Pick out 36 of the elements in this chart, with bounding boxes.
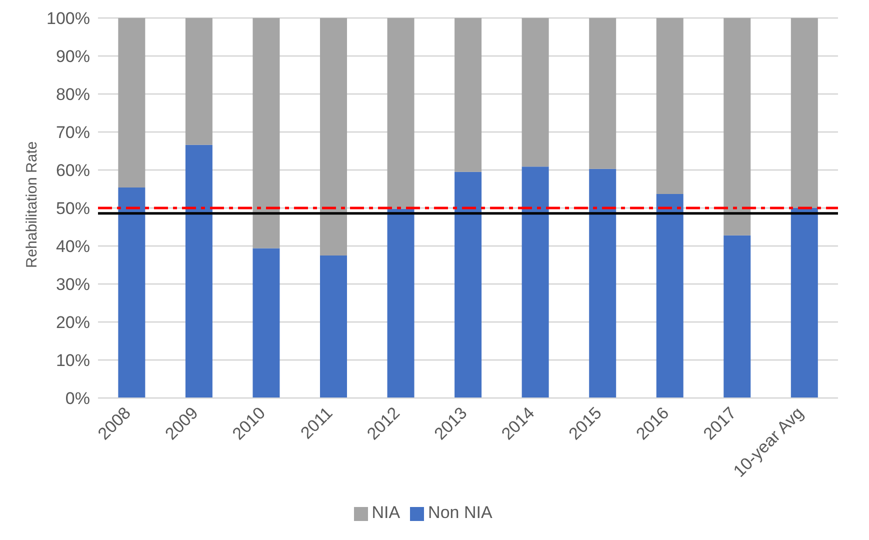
bar — [118, 187, 146, 398]
y-tick-label: 100% — [46, 9, 90, 28]
bar — [522, 166, 549, 398]
y-tick-label: 40% — [56, 237, 90, 256]
y-tick-label: 80% — [56, 85, 90, 104]
bar — [589, 18, 616, 169]
bar — [387, 18, 414, 209]
bar — [185, 18, 212, 145]
bar — [724, 235, 751, 398]
bar — [454, 172, 482, 398]
y-axis-title: Rehabilitation Rate — [23, 141, 40, 268]
y-tick-label: 0% — [65, 389, 90, 408]
bar — [185, 144, 212, 398]
y-tick-label: 10% — [56, 351, 90, 370]
bar — [118, 18, 146, 188]
legend-label: NIA — [372, 503, 400, 522]
y-tick-label: 50% — [56, 199, 90, 218]
bar — [320, 18, 347, 256]
bar — [790, 18, 818, 208]
bar — [252, 18, 280, 248]
bar — [387, 208, 414, 398]
bar — [656, 194, 684, 398]
bar — [724, 18, 751, 236]
y-tick-label: 70% — [56, 123, 90, 142]
y-tick-label: 20% — [56, 313, 90, 332]
bar — [790, 208, 818, 398]
bar — [320, 256, 347, 398]
legend-label: Non NIA — [428, 503, 492, 522]
bar — [522, 18, 549, 167]
bar — [656, 18, 684, 194]
y-tick-label: 30% — [56, 275, 90, 294]
bar — [589, 168, 616, 398]
bar — [252, 248, 280, 398]
y-tick-label: 60% — [56, 161, 90, 180]
y-tick-label: 90% — [56, 47, 90, 66]
bar — [454, 18, 482, 172]
